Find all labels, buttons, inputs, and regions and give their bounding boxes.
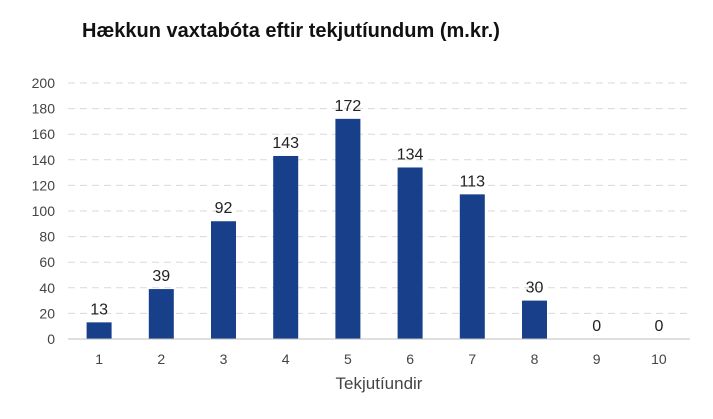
bar: [397, 167, 423, 339]
x-tick-label: 6: [406, 351, 414, 367]
y-tick-label: 120: [32, 177, 56, 193]
x-tick-label: 1: [95, 351, 103, 367]
gridlines: [68, 82, 690, 314]
data-label: 134: [397, 146, 424, 163]
x-axis-title: Tekjutíundir: [336, 374, 423, 393]
x-axis-ticks: 1 2 3 4 5 6 7 8 9 10: [95, 351, 667, 367]
bar: [211, 221, 236, 339]
x-tick-label: 8: [531, 351, 539, 367]
data-label: 13: [90, 301, 108, 318]
x-tick-label: 9: [593, 351, 601, 367]
data-labels: 13 39 92 143 172 134 113 30 0 0: [90, 98, 663, 335]
x-tick-label: 5: [344, 351, 352, 367]
bar: [273, 155, 299, 339]
bar: [522, 300, 547, 339]
y-tick-label: 100: [32, 203, 56, 219]
bar: [86, 322, 112, 339]
data-label: 0: [592, 318, 601, 335]
data-label: 39: [152, 268, 170, 285]
data-label: 113: [460, 173, 486, 190]
x-tick-label: 10: [651, 351, 667, 367]
y-tick-label: 140: [32, 152, 56, 168]
bars: [86, 118, 547, 339]
x-tick-label: 2: [157, 351, 165, 367]
x-tick-label: 7: [468, 351, 476, 367]
data-label: 0: [654, 318, 663, 335]
y-tick-label: 160: [32, 126, 56, 142]
y-axis-ticks: 0 20 40 60 80 100 120 140 160 180 200: [32, 75, 56, 347]
bar: [148, 289, 174, 339]
data-label: 143: [272, 135, 299, 152]
chart-title: Hækkun vaxtabóta eftir tekjutíundum (m.k…: [82, 20, 500, 42]
data-label: 172: [335, 98, 362, 115]
y-tick-label: 0: [47, 331, 55, 347]
y-tick-label: 200: [32, 75, 56, 91]
x-tick-label: 4: [282, 351, 290, 367]
data-label: 92: [215, 200, 233, 217]
x-tick-label: 3: [220, 351, 228, 367]
y-tick-label: 60: [39, 254, 55, 270]
y-tick-label: 80: [39, 229, 55, 245]
y-tick-label: 180: [32, 101, 56, 117]
data-label: 30: [526, 280, 544, 297]
y-tick-label: 20: [39, 305, 55, 321]
bar: [459, 194, 485, 339]
bar: [335, 118, 361, 339]
y-tick-label: 40: [39, 280, 55, 296]
